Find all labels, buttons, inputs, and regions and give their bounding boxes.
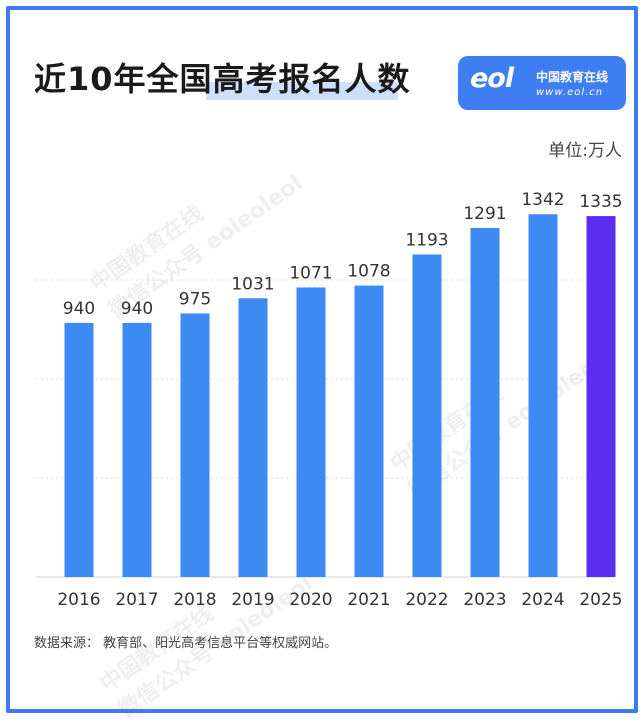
data-label-2021: 1078: [347, 262, 390, 282]
x-tick-2023: 2023: [463, 590, 506, 610]
x-tick-2017: 2017: [115, 590, 158, 610]
data-label-2017: 940: [121, 299, 153, 319]
data-source: 数据来源： 教育部、阳光高考信息平台等权威网站。: [34, 636, 338, 651]
bar-2018: [180, 313, 210, 577]
data-label-2018: 975: [179, 289, 211, 309]
chart-title: 近10年全国高考报名人数: [34, 60, 411, 98]
bar-2017: [122, 322, 152, 577]
x-tick-2018: 2018: [173, 590, 216, 610]
x-tick-2021: 2021: [347, 590, 390, 610]
bar-2020: [296, 287, 326, 577]
data-label-2023: 1291: [463, 204, 506, 224]
data-label-2016: 940: [63, 299, 95, 319]
bar-2019: [238, 298, 268, 577]
logo-url: www.eol.cn: [536, 87, 604, 98]
bar-2023: [470, 227, 500, 577]
bar-2022: [412, 254, 442, 577]
unit-label: 单位:万人: [548, 141, 622, 161]
data-label-2019: 1031: [231, 274, 274, 294]
logo-mark: eol: [470, 63, 514, 94]
x-tick-2025: 2025: [579, 590, 622, 610]
x-tick-2020: 2020: [289, 590, 332, 610]
data-label-2025: 1335: [579, 192, 622, 212]
x-tick-2024: 2024: [521, 590, 564, 610]
bar-2016: [64, 322, 94, 577]
x-tick-2019: 2019: [231, 590, 274, 610]
logo-name: 中国教育在线: [536, 70, 609, 84]
data-label-2024: 1342: [521, 190, 564, 210]
x-tick-2016: 2016: [57, 590, 100, 610]
data-label-2022: 1193: [405, 230, 448, 250]
title-highlight: [206, 82, 398, 100]
bar-2021: [354, 285, 384, 577]
eol-logo: eol 中国教育在线 www.eol.cn: [458, 56, 626, 110]
bar-2024: [528, 214, 558, 577]
bar-2025: [586, 216, 616, 577]
x-tick-2022: 2022: [405, 590, 448, 610]
data-label-2020: 1071: [289, 263, 332, 283]
